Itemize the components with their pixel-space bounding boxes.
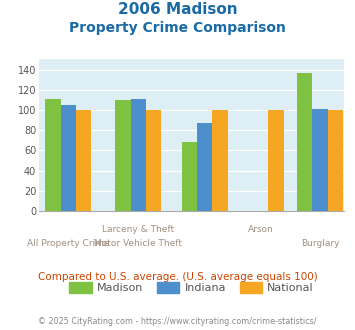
Text: Burglary: Burglary	[301, 239, 339, 248]
Bar	[146, 110, 161, 211]
Bar	[181, 142, 197, 211]
Text: © 2025 CityRating.com - https://www.cityrating.com/crime-statistics/: © 2025 CityRating.com - https://www.city…	[38, 317, 317, 326]
Text: Property Crime Comparison: Property Crime Comparison	[69, 21, 286, 35]
Text: Arson: Arson	[248, 225, 273, 234]
Text: Compared to U.S. average. (U.S. average equals 100): Compared to U.S. average. (U.S. average …	[38, 272, 317, 282]
Bar	[131, 99, 146, 211]
Text: Larceny & Theft: Larceny & Theft	[102, 225, 174, 234]
Bar	[76, 110, 92, 211]
Bar	[115, 100, 131, 211]
Bar	[212, 110, 228, 211]
Text: Motor Vehicle Theft: Motor Vehicle Theft	[94, 239, 182, 248]
Text: All Property Crime: All Property Crime	[27, 239, 110, 248]
Legend: Madison, Indiana, National: Madison, Indiana, National	[65, 278, 318, 298]
Bar	[312, 109, 328, 211]
Bar	[297, 73, 312, 211]
Bar	[328, 110, 343, 211]
Bar	[197, 123, 212, 211]
Bar	[61, 105, 76, 211]
Bar	[45, 99, 61, 211]
Bar	[268, 110, 284, 211]
Text: 2006 Madison: 2006 Madison	[118, 2, 237, 16]
